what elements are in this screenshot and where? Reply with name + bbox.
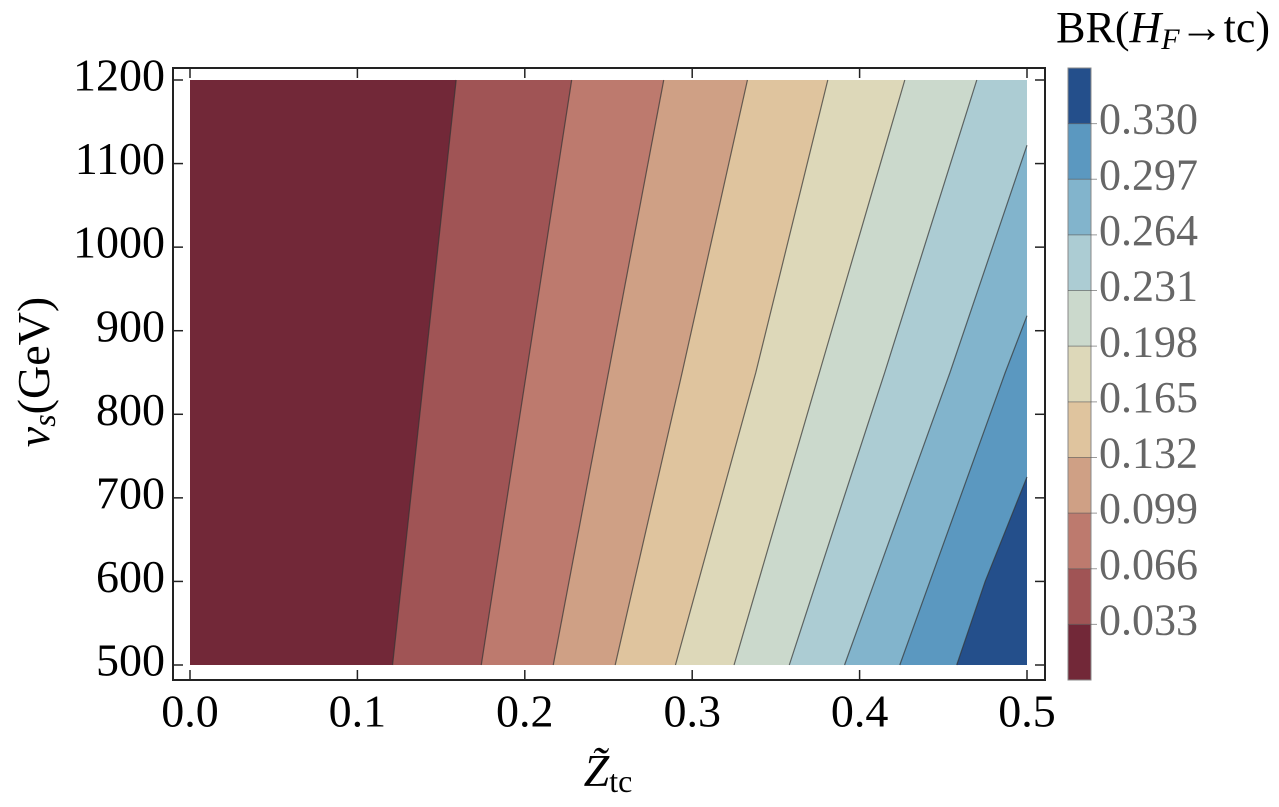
colorbar-band: [1068, 68, 1091, 124]
y-label-rest: (GeV): [8, 297, 59, 415]
contour-line: [733, 79, 906, 666]
x-tick-label: 0.3: [663, 686, 721, 737]
colorbar-tick-label: 0.264: [1099, 206, 1198, 255]
colorbar-title-sub: F: [1160, 23, 1180, 56]
colorbar-tick-label: 0.231: [1099, 262, 1198, 311]
colorbar-band: [1068, 346, 1091, 402]
colorbar-band: [1068, 401, 1091, 458]
x-label-sub: tc: [609, 763, 632, 799]
contour-line: [956, 476, 1028, 666]
contour-line: [843, 144, 1028, 666]
colorbar-band: [1068, 513, 1091, 569]
colorbar-band: [1068, 123, 1091, 180]
contour-line: [480, 79, 573, 666]
x-tick-label: 0.5: [998, 686, 1056, 737]
colorbar-title-post: →tc): [1180, 3, 1270, 52]
x-axis-label: Z̃tc: [584, 745, 633, 800]
colorbar-tick-label: 0.330: [1099, 95, 1198, 144]
colorbar-tick-label: 0.297: [1099, 150, 1198, 199]
contour-line: [788, 79, 978, 666]
x-tick-label: 0.1: [329, 686, 387, 737]
colorbar-tick-label: 0.066: [1099, 540, 1198, 589]
y-tick-label: 900: [96, 300, 165, 351]
contour-line: [552, 79, 665, 666]
x-tick-label: 0.4: [831, 686, 889, 737]
y-axis-label: vs(GeV): [8, 297, 63, 447]
x-label-main: Z̃: [584, 745, 610, 796]
y-label-main: v: [8, 426, 59, 447]
colorbar-band: [1068, 290, 1091, 347]
colorbar-tick-label: 0.099: [1099, 484, 1198, 533]
colorbar-tick-label: 0.033: [1099, 595, 1198, 644]
contour-line: [674, 79, 829, 666]
colorbar-tick-label: 0.132: [1099, 429, 1198, 478]
y-tick-label: 700: [96, 467, 165, 518]
y-tick-label: 600: [96, 551, 165, 602]
contour-line: [614, 79, 749, 666]
y-tick-label: 1000: [73, 217, 165, 268]
colorbar-band: [1068, 457, 1091, 514]
colorbar-band: [1068, 234, 1091, 291]
colorbar-tick-label: 0.165: [1099, 373, 1198, 422]
colorbar-band: [1068, 568, 1091, 625]
contour-region: [956, 476, 1027, 665]
contour-line: [899, 315, 1028, 666]
y-tick-label: 800: [96, 384, 165, 435]
y-tick-label: 1200: [73, 50, 165, 101]
y-label-sub: s: [26, 414, 62, 426]
colorbar-band: [1068, 624, 1091, 680]
colorbar-title-main: H: [1128, 3, 1163, 52]
y-tick-label: 1100: [75, 133, 165, 184]
colorbar-tick-label: 0.198: [1099, 317, 1198, 366]
colorbar-title: BR(HF→tc): [1056, 3, 1270, 56]
colorbar-title-pre: BR(: [1056, 3, 1129, 52]
contour-line: [391, 79, 457, 666]
y-tick-label: 500: [96, 635, 165, 686]
colorbar-frame: [1067, 67, 1092, 681]
colorbar-band: [1068, 179, 1091, 235]
x-tick-label: 0.2: [496, 686, 554, 737]
x-tick-label: 0.0: [161, 686, 219, 737]
